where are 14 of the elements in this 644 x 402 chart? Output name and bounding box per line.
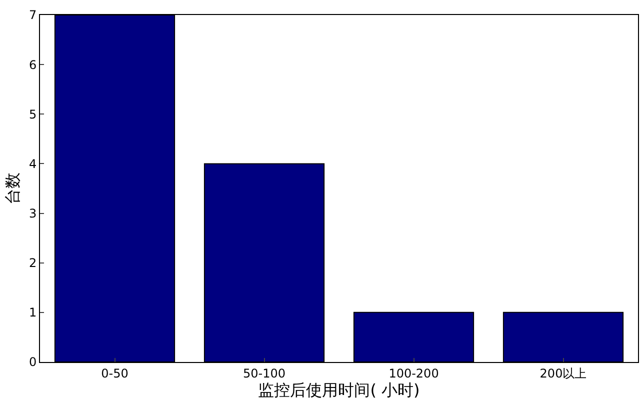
y-tick-label: 5 <box>28 107 37 122</box>
x-tick-label: 50-100 <box>242 366 286 380</box>
x-tick-label: 200以上 <box>540 366 587 380</box>
y-tick-label: 3 <box>28 206 37 220</box>
y-tick-label: 7 <box>28 8 37 22</box>
y-tick-label: 1 <box>28 306 37 320</box>
y-tick-label: 6 <box>28 58 37 72</box>
y-tick-label: 0 <box>28 355 37 370</box>
x-tick-label: 100-200 <box>388 366 439 380</box>
y-tick-label: 2 <box>28 256 37 270</box>
x-tick-label: 0-50 <box>101 366 128 380</box>
x-axis-title: 监控后使用时间( 小时) <box>258 380 420 400</box>
y-axis-title: 台数 <box>2 172 22 204</box>
y-tick-label: 4 <box>28 156 37 171</box>
